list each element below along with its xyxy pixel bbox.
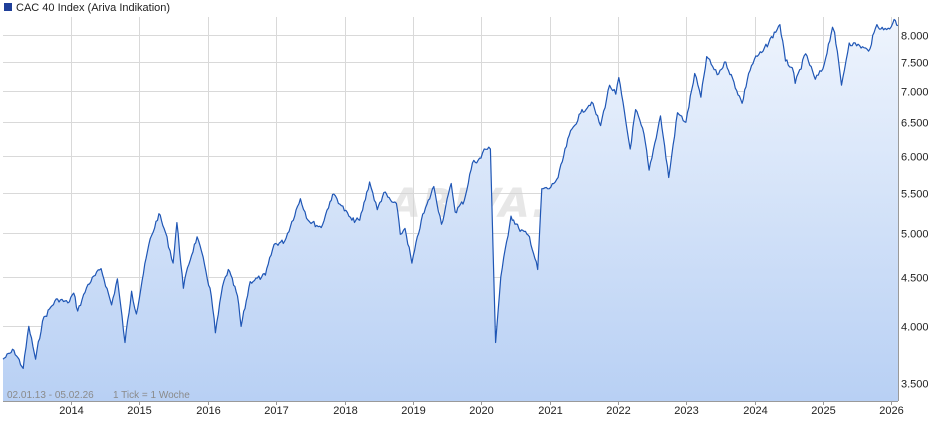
x-tick-label: 2022 <box>606 405 630 417</box>
x-tick-label: 2020 <box>469 405 493 417</box>
tick-note-label: 1 Tick = 1 Woche <box>113 390 190 401</box>
y-tick-label: 6.000 <box>901 152 929 164</box>
series-area-fill <box>3 19 898 401</box>
y-tick-label: 6.500 <box>901 118 929 130</box>
y-tick-label: 5.500 <box>901 189 929 201</box>
y-tick-label: 7.000 <box>901 87 929 99</box>
date-range-label: 02.01.13 - 05.02.26 <box>7 390 94 401</box>
x-tick-label: 2016 <box>196 405 220 417</box>
y-tick-label: 4.000 <box>901 322 929 334</box>
x-tick-label: 2015 <box>127 405 151 417</box>
x-tick-label: 2019 <box>401 405 425 417</box>
x-tick-label: 2026 <box>879 405 903 417</box>
y-tick-label: 5.000 <box>901 229 929 241</box>
x-tick-label: 2018 <box>333 405 357 417</box>
y-tick-label: 4.500 <box>901 273 929 285</box>
legend: CAC 40 Index (Ariva Indikation) <box>4 2 170 14</box>
plot-area <box>2 18 899 401</box>
x-tick-label: 2024 <box>743 405 767 417</box>
y-tick-label: 8.000 <box>901 31 929 43</box>
y-axis-ticks: 3.500 4.000 4.500 5.000 5.500 6.000 6.500 7.000… <box>901 31 929 391</box>
x-tick-label: 2023 <box>674 405 698 417</box>
y-tick-label: 3.500 <box>901 379 929 391</box>
x-tick-label: 2014 <box>59 405 83 417</box>
series-line <box>2 18 899 369</box>
x-tick-label: 2021 <box>538 405 562 417</box>
legend-label: CAC 40 Index (Ariva Indikation) <box>16 2 170 14</box>
x-axis-ticks: 2014 2015 2016 2017 2018 2019 2020 2021 2022 2023… <box>59 401 904 417</box>
x-tick-label: 2025 <box>811 405 835 417</box>
x-tick-label: 2017 <box>264 405 288 417</box>
legend-swatch <box>4 3 12 11</box>
chart-caption: 02.01.13 - 05.02.26 1 Tick = 1 Woche <box>7 390 190 401</box>
axes <box>3 17 899 402</box>
y-tick-label: 7.500 <box>901 58 929 70</box>
